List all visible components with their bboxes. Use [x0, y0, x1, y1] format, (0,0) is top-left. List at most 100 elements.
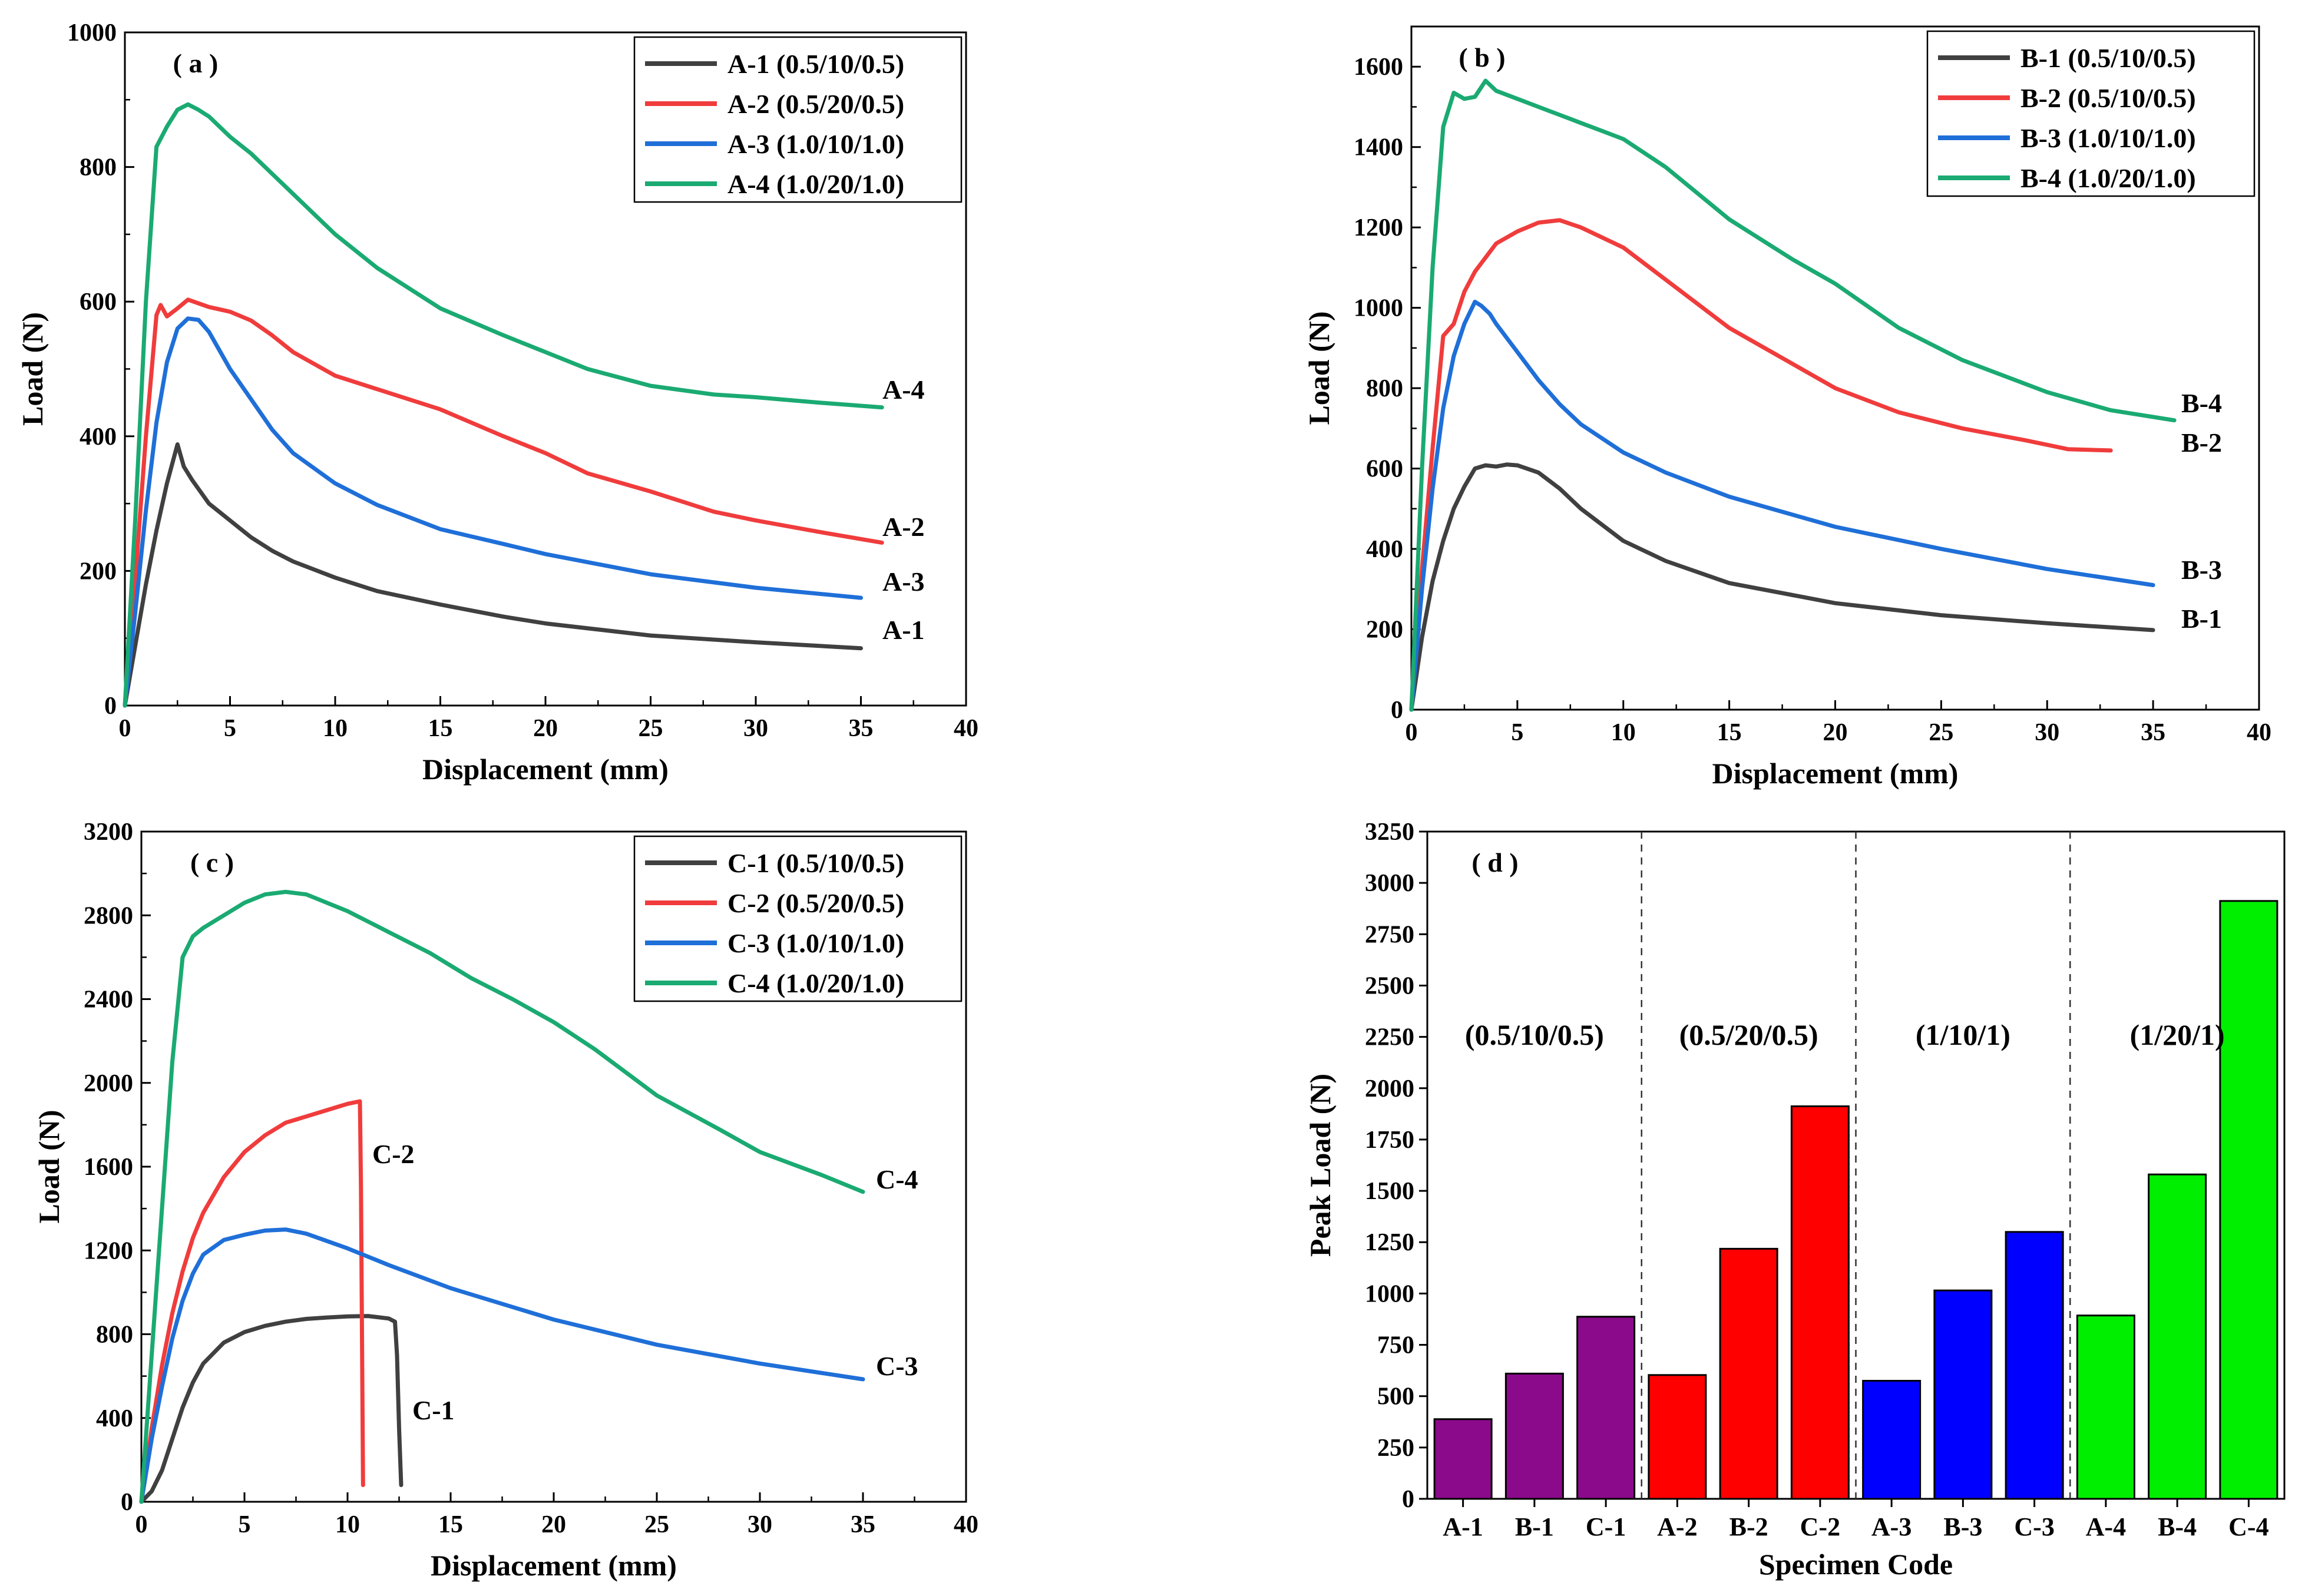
panel-label: ( a ) [173, 48, 219, 78]
y-tick-label: 200 [80, 558, 117, 585]
legend-entry-C-2: C-2 (0.5/20/0.5) [727, 888, 904, 918]
series-line-B-4 [1409, 78, 2177, 712]
x-tick-label: 35 [2141, 719, 2165, 746]
group-label: (1/20/1) [2130, 1018, 2225, 1051]
y-axis-label: Load (N) [1302, 311, 1335, 425]
panel-d: A-1 B-1 C-1 A-2 B-2 C-2 A-3 B-3 C-3 A-4 B-4 C-4 (0.5… [1304, 819, 2286, 1581]
y-tick-label: 2400 [84, 986, 133, 1014]
series-line-B-2 [1409, 218, 2113, 712]
series-line-C-4 [139, 889, 865, 1504]
bar-C-3 [2005, 1231, 2064, 1500]
y-tick-label: 0 [104, 693, 117, 720]
legend-entry-C-1: C-1 (0.5/10/0.5) [727, 848, 904, 878]
series-end-label-C-3: C-3 [876, 1351, 918, 1381]
y-tick-label: 2000 [84, 1070, 133, 1097]
y-tick-label: 800 [1366, 375, 1403, 402]
x-axis-label: Specimen Code [1759, 1548, 1953, 1581]
x-tick-label: 25 [644, 1511, 669, 1538]
series-line-C-2 [139, 1099, 365, 1504]
x-tick-label: 15 [428, 715, 453, 742]
y-tick-label: 3200 [84, 819, 133, 846]
legend: C-1 (0.5/10/0.5) C-2 (0.5/20/0.5) C-3 (1.0… [633, 835, 963, 1002]
y-tick-label: 3250 [1365, 819, 1414, 846]
y-tick-label: 0 [121, 1489, 133, 1516]
series-line-A-1 [123, 442, 863, 708]
x-tick-label: 15 [1717, 719, 1742, 746]
legend-entry-A-3: A-3 (1.0/10/1.0) [727, 129, 904, 159]
legend-entry-C-3: C-3 (1.0/10/1.0) [727, 928, 904, 958]
y-tick-label: 3000 [1365, 870, 1414, 897]
legend-entry-A-4: A-4 (1.0/20/1.0) [727, 169, 904, 199]
y-axis-label: Load (N) [16, 312, 49, 426]
series-end-label-A-2: A-2 [882, 512, 925, 542]
x-tick-label: 30 [748, 1511, 772, 1538]
bar-C-4 [2219, 900, 2278, 1500]
series-end-label-A-3: A-3 [882, 567, 925, 597]
series-end-label-C-1: C-1 [412, 1395, 455, 1425]
panel-b: 0 5 10 15 20 25 30 35 40020040060080010001200140… [1302, 25, 2271, 790]
x-tick-label-A-3: A-3 [1871, 1512, 1912, 1541]
x-axis-label: Displacement (mm) [1712, 757, 1959, 790]
x-tick-label: 30 [2035, 719, 2059, 746]
legend-entry-B-2: B-2 (0.5/10/0.5) [2020, 83, 2196, 113]
legend-entry-B-1: B-1 (0.5/10/0.5) [2020, 43, 2196, 73]
y-tick-label: 1000 [67, 19, 117, 47]
bar-B-1 [1504, 1372, 1564, 1500]
group-label: (0.5/20/0.5) [1679, 1018, 1818, 1051]
legend-entry-A-2: A-2 (0.5/20/0.5) [727, 89, 904, 119]
y-axis-label: Load (N) [32, 1110, 65, 1223]
x-tick-label: 5 [239, 1511, 251, 1538]
x-tick-label: 10 [323, 715, 348, 742]
series-line-C-3 [139, 1227, 865, 1504]
legend-entry-A-1: A-1 (0.5/10/0.5) [727, 49, 904, 79]
y-tick-label: 400 [1366, 536, 1403, 563]
series-end-label-B-3: B-3 [2181, 555, 2222, 585]
series-end-label-C-4: C-4 [876, 1164, 918, 1194]
panel-a: 0 5 10 15 20 25 30 35 4002004006008001000Displac… [16, 19, 978, 786]
y-tick-label: 2800 [84, 902, 133, 929]
y-tick-label: 2250 [1365, 1024, 1414, 1051]
panel-label: ( c ) [190, 847, 234, 878]
series-line-B-1 [1409, 462, 2155, 712]
x-tick-label: 5 [224, 715, 236, 742]
legend-entry-B-3: B-3 (1.0/10/1.0) [2020, 123, 2196, 153]
bar-C-1 [1576, 1316, 1636, 1500]
y-tick-label: 750 [1377, 1332, 1414, 1359]
y-tick-label: 0 [1391, 697, 1403, 724]
x-tick-label-C-3: C-3 [2014, 1512, 2054, 1541]
x-tick-label: 15 [438, 1511, 463, 1538]
y-tick-label: 600 [80, 289, 117, 316]
series-line-B-3 [1409, 299, 2155, 712]
y-tick-label: 400 [80, 423, 117, 451]
x-tick-label-C-1: C-1 [1586, 1512, 1626, 1541]
series-end-label-A-4: A-4 [882, 375, 925, 405]
legend-entry-B-4: B-4 (1.0/20/1.0) [2020, 163, 2196, 193]
bar-B-2 [1719, 1247, 1778, 1500]
bar-C-2 [1790, 1105, 1850, 1500]
x-tick-label-C-4: C-4 [2228, 1512, 2268, 1541]
x-tick-label: 35 [851, 1511, 875, 1538]
x-tick-label: 10 [1611, 719, 1636, 746]
x-tick-label: 5 [1511, 719, 1523, 746]
series-end-label-A-1: A-1 [882, 615, 925, 645]
bar-B-3 [1933, 1289, 1993, 1500]
x-tick-label: 20 [533, 715, 558, 742]
panel-c: 0 5 10 15 20 25 30 35 40040080012001600200024002… [32, 819, 978, 1582]
x-tick-label: 20 [541, 1511, 566, 1538]
y-tick-label: 2750 [1365, 921, 1414, 948]
x-tick-label-B-1: B-1 [1515, 1512, 1554, 1541]
y-tick-label: 2500 [1365, 972, 1414, 999]
x-tick-label: 40 [954, 1511, 978, 1538]
x-tick-label: 25 [1929, 719, 1953, 746]
y-tick-label: 1400 [1354, 134, 1403, 161]
series-line-C-1 [139, 1314, 404, 1504]
x-tick-label-B-4: B-4 [2158, 1512, 2197, 1541]
series-line-A-3 [123, 316, 863, 708]
x-axis-label: Displacement (mm) [431, 1549, 677, 1582]
series-end-label-C-2: C-2 [372, 1139, 415, 1169]
x-tick-label-C-2: C-2 [1800, 1512, 1840, 1541]
group-label: (0.5/10/0.5) [1465, 1018, 1604, 1051]
x-tick-label: 25 [639, 715, 663, 742]
y-tick-label: 1200 [84, 1237, 133, 1264]
